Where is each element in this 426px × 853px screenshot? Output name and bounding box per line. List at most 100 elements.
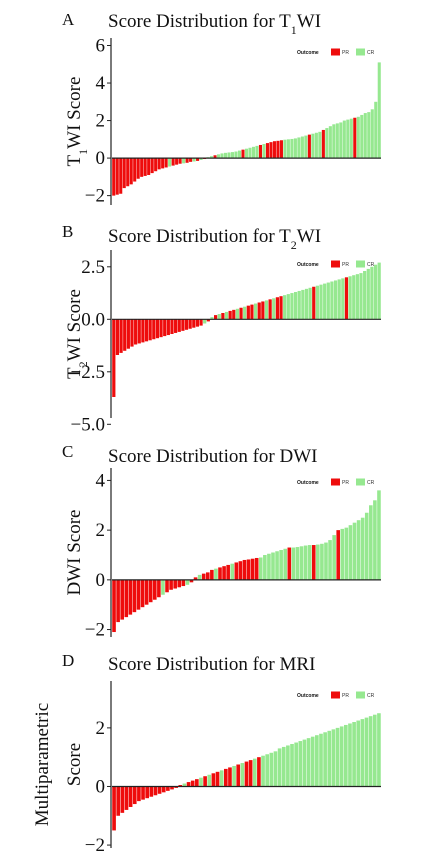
bar bbox=[254, 557, 259, 580]
bar bbox=[320, 543, 324, 580]
bar bbox=[269, 752, 274, 787]
bar bbox=[246, 559, 251, 580]
bar bbox=[316, 544, 320, 580]
bar bbox=[377, 713, 381, 787]
bar bbox=[372, 714, 377, 787]
bar bbox=[373, 500, 377, 580]
bar bbox=[211, 773, 216, 787]
chart-title: Score Distribution for MRI bbox=[108, 654, 315, 675]
bar bbox=[272, 141, 276, 159]
bar bbox=[333, 280, 338, 320]
bar bbox=[112, 579, 116, 633]
bar bbox=[115, 319, 120, 355]
bar bbox=[326, 282, 330, 320]
bar bbox=[275, 551, 279, 580]
bar bbox=[126, 158, 130, 187]
bar bbox=[122, 158, 126, 189]
bar bbox=[366, 268, 370, 320]
legend-title: Outcome bbox=[297, 50, 319, 56]
bar bbox=[234, 151, 238, 159]
bar bbox=[340, 528, 345, 580]
bar bbox=[246, 305, 250, 320]
bar bbox=[174, 786, 178, 788]
bar bbox=[210, 156, 214, 159]
bar bbox=[157, 158, 161, 170]
bar bbox=[374, 101, 378, 159]
legend-swatch-pr bbox=[331, 478, 340, 486]
bar bbox=[119, 158, 123, 194]
bar bbox=[235, 308, 240, 320]
bar bbox=[262, 144, 266, 159]
bar bbox=[134, 319, 138, 345]
bar bbox=[168, 158, 172, 167]
y-tick-label: 4 bbox=[96, 73, 106, 94]
bar bbox=[377, 62, 381, 159]
legend-title: Outcome bbox=[297, 480, 319, 486]
bar bbox=[353, 117, 357, 159]
bar bbox=[261, 755, 265, 787]
panel-letter: D bbox=[62, 651, 74, 670]
bar bbox=[335, 727, 340, 787]
y-tick-label: 2 bbox=[96, 111, 106, 132]
bar bbox=[332, 535, 336, 580]
bar bbox=[196, 158, 200, 161]
bar bbox=[243, 306, 247, 320]
bar bbox=[199, 158, 203, 160]
bar bbox=[244, 761, 249, 787]
bar bbox=[308, 287, 312, 320]
bar bbox=[219, 770, 224, 787]
bar bbox=[303, 545, 308, 580]
bar bbox=[147, 158, 151, 175]
bar bbox=[315, 285, 319, 320]
bar bbox=[283, 295, 287, 320]
legend-swatch-cr bbox=[356, 48, 365, 56]
bar bbox=[140, 579, 145, 608]
legend-swatch-pr bbox=[331, 691, 340, 699]
bar bbox=[181, 579, 186, 587]
bar bbox=[144, 319, 149, 342]
bar bbox=[123, 319, 127, 351]
bar bbox=[140, 158, 144, 177]
legend-label-pr: PR bbox=[342, 50, 349, 56]
y-tick-label: −2.5 bbox=[71, 362, 105, 383]
bar bbox=[203, 776, 207, 787]
bar bbox=[304, 288, 309, 320]
bar bbox=[294, 742, 298, 787]
bar bbox=[230, 152, 235, 159]
bar bbox=[228, 310, 232, 320]
bar bbox=[145, 786, 149, 799]
bar bbox=[360, 517, 365, 580]
bar bbox=[132, 786, 137, 805]
bar bbox=[293, 292, 298, 320]
bar bbox=[195, 779, 199, 787]
bar bbox=[241, 149, 245, 159]
bar bbox=[360, 114, 364, 159]
bar bbox=[344, 527, 349, 580]
legend-label-cr: CR bbox=[367, 262, 375, 268]
bar bbox=[230, 563, 235, 580]
bar bbox=[258, 557, 263, 580]
bar bbox=[315, 735, 319, 787]
legend-swatch-pr bbox=[331, 48, 340, 56]
y-axis-label: DWI Score bbox=[64, 510, 85, 596]
bar bbox=[349, 118, 353, 159]
bar bbox=[244, 148, 249, 159]
bar bbox=[319, 284, 323, 320]
bar bbox=[190, 780, 195, 787]
bar bbox=[126, 319, 130, 349]
bar bbox=[137, 319, 141, 344]
bar bbox=[332, 124, 336, 159]
bar bbox=[287, 547, 292, 580]
bar bbox=[240, 763, 245, 787]
bar bbox=[169, 579, 173, 590]
y-tick-label: 0 bbox=[96, 776, 106, 797]
y-tick-label: 0.0 bbox=[81, 309, 105, 330]
bar bbox=[269, 142, 273, 159]
y-tick-label: −2 bbox=[85, 835, 105, 853]
bar bbox=[136, 158, 140, 179]
y-tick-label: −2 bbox=[85, 186, 105, 207]
bar bbox=[161, 158, 165, 169]
bar bbox=[119, 319, 123, 353]
bar bbox=[297, 137, 301, 159]
bar bbox=[128, 579, 133, 615]
